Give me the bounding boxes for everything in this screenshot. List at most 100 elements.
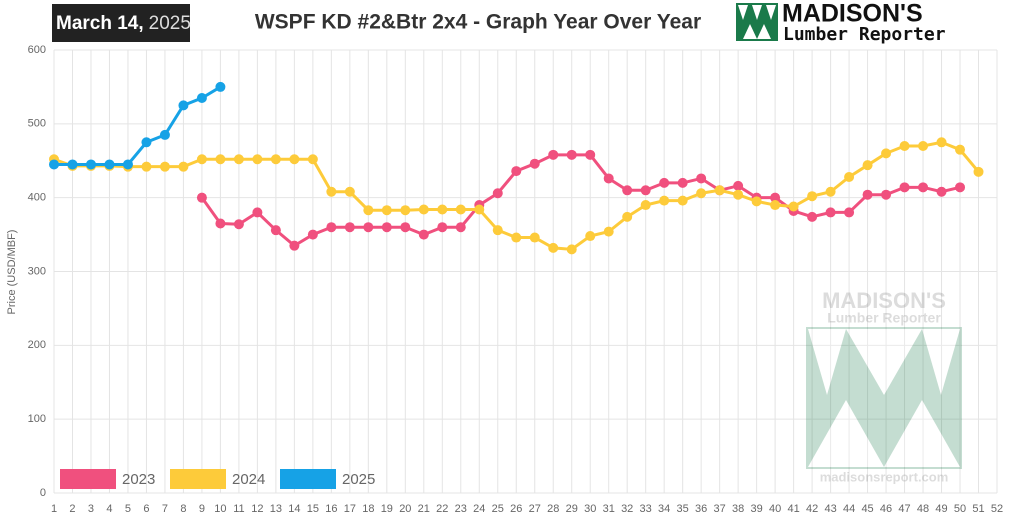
legend-label: 2024 xyxy=(232,471,265,488)
x-tick-label: 42 xyxy=(806,503,818,515)
y-tick-label: 500 xyxy=(28,118,46,130)
point xyxy=(566,149,577,160)
point xyxy=(770,200,781,211)
y-tick-label: 200 xyxy=(28,339,46,351)
x-tick-label: 30 xyxy=(584,503,596,515)
x-tick-label: 14 xyxy=(288,503,300,515)
x-tick-label: 8 xyxy=(180,503,186,515)
y-tick-label: 0 xyxy=(40,487,46,499)
point xyxy=(307,154,318,165)
point xyxy=(252,154,263,165)
y-tick-label: 300 xyxy=(28,265,46,277)
point xyxy=(696,173,707,184)
x-tick-label: 19 xyxy=(381,503,393,515)
point xyxy=(881,189,892,200)
x-tick-label: 13 xyxy=(270,503,282,515)
y-axis-label: Price (USD/MBF) xyxy=(6,230,18,315)
point xyxy=(418,229,429,240)
point xyxy=(363,205,374,216)
x-tick-label: 17 xyxy=(344,503,356,515)
point xyxy=(141,161,152,172)
point xyxy=(640,200,651,211)
point xyxy=(344,186,355,197)
point xyxy=(437,222,448,233)
point xyxy=(363,222,374,233)
point xyxy=(807,191,818,202)
point xyxy=(400,222,411,233)
point xyxy=(455,204,466,215)
point xyxy=(714,185,725,196)
point xyxy=(696,188,707,199)
y-tick-label: 600 xyxy=(28,44,46,56)
point xyxy=(400,205,411,216)
point xyxy=(196,92,207,103)
x-tick-label: 45 xyxy=(861,503,873,515)
x-tick-label: 36 xyxy=(695,503,707,515)
point xyxy=(122,159,133,170)
point xyxy=(67,159,78,170)
point xyxy=(603,226,614,237)
legend-swatch xyxy=(170,469,226,489)
point xyxy=(159,129,170,140)
point xyxy=(233,154,244,165)
x-tick-label: 52 xyxy=(991,503,1003,515)
x-tick-label: 10 xyxy=(214,503,226,515)
point xyxy=(955,182,966,193)
point xyxy=(640,185,651,196)
point xyxy=(85,159,96,170)
point xyxy=(733,189,744,200)
x-tick-label: 37 xyxy=(714,503,726,515)
logo-title: MADISON'S xyxy=(782,0,923,28)
point xyxy=(733,180,744,191)
point xyxy=(104,159,115,170)
chart-title: WSPF KD #2&Btr 2x4 - Graph Year Over Yea… xyxy=(255,11,701,34)
point xyxy=(862,189,873,200)
point xyxy=(49,159,59,170)
x-tick-label: 21 xyxy=(418,503,430,515)
x-tick-label: 16 xyxy=(325,503,337,515)
point xyxy=(659,177,670,188)
point xyxy=(918,140,929,151)
point xyxy=(307,229,318,240)
x-tick-label: 34 xyxy=(658,503,670,515)
point xyxy=(603,173,614,184)
x-tick-label: 29 xyxy=(566,503,578,515)
point xyxy=(326,222,337,233)
point xyxy=(455,222,466,233)
point xyxy=(529,232,540,243)
x-tick-label: 6 xyxy=(143,503,149,515)
y-tick-label: 400 xyxy=(28,192,46,204)
point xyxy=(492,225,503,236)
point xyxy=(677,177,688,188)
point xyxy=(474,204,485,215)
point xyxy=(955,144,966,155)
x-tick-label: 3 xyxy=(88,503,94,515)
point xyxy=(215,218,226,229)
point xyxy=(344,222,355,233)
point xyxy=(270,225,281,236)
point xyxy=(289,154,300,165)
logo: MADISON'S Lumber Reporter xyxy=(736,0,946,45)
point xyxy=(215,81,226,92)
point xyxy=(659,195,670,206)
point xyxy=(844,171,855,182)
point xyxy=(751,196,762,207)
point xyxy=(381,205,392,216)
point xyxy=(381,222,392,233)
point xyxy=(511,232,522,243)
x-tick-label: 46 xyxy=(880,503,892,515)
point xyxy=(326,186,337,197)
x-tick-label: 15 xyxy=(307,503,319,515)
x-tick-label: 23 xyxy=(455,503,467,515)
x-tick-label: 7 xyxy=(162,503,168,515)
date-bold: March 14, 2025 xyxy=(56,13,191,34)
x-tick-label: 31 xyxy=(603,503,615,515)
x-tick-label: 1 xyxy=(51,503,57,515)
point xyxy=(770,192,781,203)
x-tick-label: 47 xyxy=(898,503,910,515)
point xyxy=(233,219,244,230)
point xyxy=(585,149,596,160)
legend-swatch xyxy=(280,469,336,489)
point xyxy=(178,161,189,172)
x-tick-label: 48 xyxy=(917,503,929,515)
